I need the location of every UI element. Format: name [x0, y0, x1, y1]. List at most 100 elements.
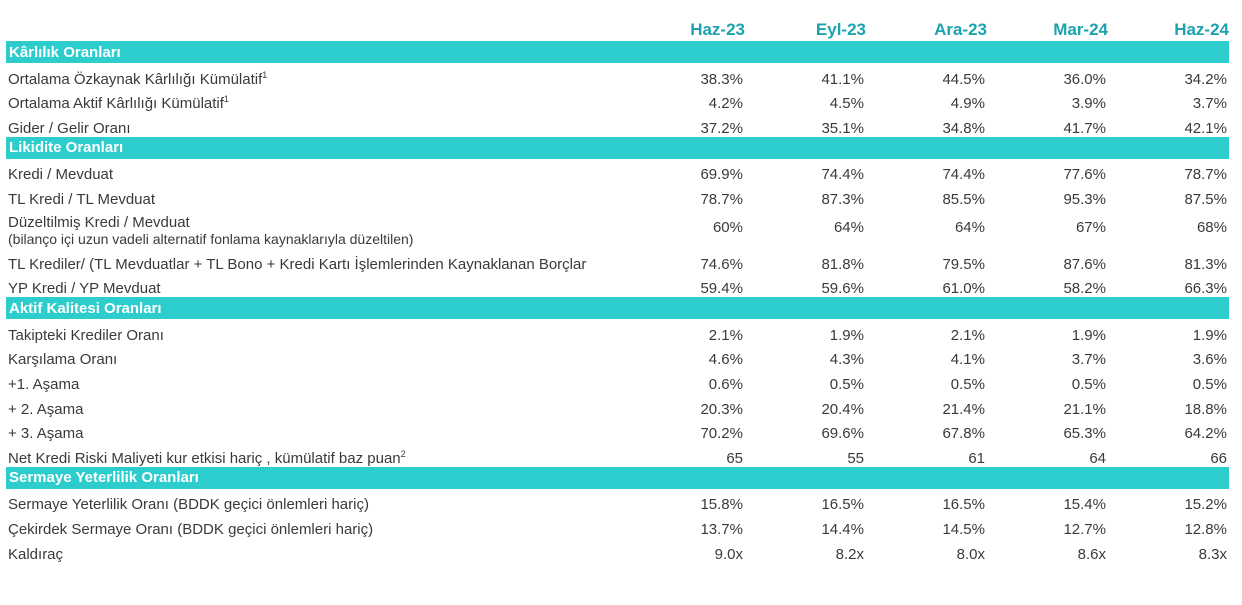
row-label-cell: Kaldıraç	[6, 538, 624, 563]
value-cell: 16.5%	[942, 496, 985, 514]
value-cell: 14.4%	[821, 520, 864, 538]
table-row: Karşılama Oranı 4.6% 4.3% 4.1% 3.7% 3.6%	[6, 344, 1229, 369]
value-cell: 59.6%	[821, 280, 864, 298]
footnote-marker: 1	[262, 69, 268, 80]
value-cell: 34.2%	[1184, 70, 1227, 88]
row-label: YP Kredi / YP Mevduat	[8, 280, 161, 298]
row-label-cell: Ortalama Aktif Kârlılığı Kümülatif1	[6, 88, 624, 113]
column-header: Haz-23	[690, 20, 745, 39]
table-row: + 3. Aşama 70.2% 69.6% 67.8% 65.3% 64.2%	[6, 418, 1229, 443]
section-header: Kârlılık Oranları	[6, 41, 1229, 63]
value-cell: 74.4%	[942, 166, 985, 184]
table-row: Net Kredi Riski Maliyeti kur etkisi hari…	[6, 442, 1229, 467]
row-label-cell: Sermaye Yeterlilik Oranı (BDDK geçici ön…	[6, 489, 624, 513]
value-cell: 41.7%	[1063, 119, 1106, 137]
value-cell: 69.9%	[700, 166, 743, 184]
value-cell: 66	[1210, 449, 1227, 467]
value-cell: 60%	[712, 219, 743, 237]
table-row: + 2. Aşama 20.3% 20.4% 21.4% 21.1% 18.8%	[6, 393, 1229, 418]
row-label: Kredi / Mevduat	[8, 166, 114, 184]
value-cell: 41.1%	[821, 70, 864, 88]
value-cell: 78.7%	[700, 190, 743, 208]
value-cell: 36.0%	[1063, 70, 1106, 88]
table-row: Kaldıraç 9.0x 8.2x 8.0x 8.6x 8.3x	[6, 538, 1229, 563]
value-cell: 74.4%	[821, 166, 864, 184]
table-row: Gider / Gelir Oranı 37.2% 35.1% 34.8% 41.7% 4…	[6, 112, 1229, 137]
row-label: Gider / Gelir Oranı	[8, 119, 131, 137]
value-cell: 4.3%	[829, 351, 864, 369]
value-cell: 3.6%	[1192, 351, 1227, 369]
column-header: Eyl-23	[815, 20, 866, 39]
row-label-cell: +1. Aşama	[6, 368, 624, 393]
header-label-cell	[6, 14, 624, 41]
value-cell: 85.5%	[942, 190, 985, 208]
value-cell: 1.9%	[1071, 326, 1106, 344]
value-cell: 79.5%	[942, 255, 985, 273]
value-cell: 37.2%	[700, 119, 743, 137]
table-row: Ortalama Aktif Kârlılığı Kümülatif1 4.2% 4…	[6, 88, 1229, 113]
table-row: +1. Aşama 0.6% 0.5% 0.5% 0.5% 0.5%	[6, 368, 1229, 393]
value-cell: 87.3%	[821, 190, 864, 208]
value-cell: 95.3%	[1063, 190, 1106, 208]
row-label-cell: Gider / Gelir Oranı	[6, 112, 624, 137]
value-cell: 1.9%	[829, 326, 864, 344]
value-cell: 1.9%	[1192, 326, 1227, 344]
value-cell: 15.4%	[1063, 496, 1106, 514]
financial-ratios-table: Haz-23 Eyl-23 Ara-23 Mar-24 Haz-24 Kârlı…	[6, 14, 1229, 563]
value-cell: 87.5%	[1184, 190, 1227, 208]
table-row: TL Kredi / TL Mevduat 78.7% 87.3% 85.5% 95.3…	[6, 183, 1229, 208]
row-label: Net Kredi Riski Maliyeti kur etkisi hari…	[8, 449, 401, 467]
section-header: Sermaye Yeterlilik Oranları	[6, 466, 1229, 489]
value-cell: 4.2%	[708, 95, 743, 113]
row-label-cell: Karşılama Oranı	[6, 344, 624, 368]
value-cell: 66.3%	[1184, 280, 1227, 298]
value-cell: 59.4%	[700, 280, 743, 298]
row-label-cell: Çekirdek Sermaye Oranı (BDDK geçici önle…	[6, 513, 624, 538]
value-cell: 2.1%	[950, 326, 985, 344]
row-label-cell: Net Kredi Riski Maliyeti kur etkisi hari…	[6, 442, 624, 467]
row-label: Takipteki Krediler Oranı	[8, 326, 164, 344]
row-label: +1. Aşama	[8, 375, 80, 393]
value-cell: 21.1%	[1063, 400, 1106, 418]
table-row: Çekirdek Sermaye Oranı (BDDK geçici önle…	[6, 513, 1229, 538]
value-cell: 77.6%	[1063, 166, 1106, 184]
row-label: Ortalama Aktif Kârlılığı Kümülatif	[8, 95, 224, 113]
value-cell: 9.0x	[714, 545, 743, 563]
value-cell: 12.7%	[1063, 520, 1106, 538]
value-cell: 18.8%	[1184, 400, 1227, 418]
value-cell: 34.8%	[942, 119, 985, 137]
value-cell: 65	[726, 449, 743, 467]
value-cell: 81.3%	[1184, 255, 1227, 273]
value-cell: 70.2%	[700, 425, 743, 443]
column-header: Haz-24	[1174, 20, 1229, 39]
row-label: TL Kredi / TL Mevduat	[8, 190, 156, 208]
value-cell: 15.8%	[700, 496, 743, 514]
value-cell: 68%	[1196, 219, 1227, 237]
value-cell: 55	[847, 449, 864, 467]
row-label: Düzeltilmiş Kredi / Mevduat	[8, 213, 190, 231]
value-cell: 64.2%	[1184, 425, 1227, 443]
value-cell: 61.0%	[942, 280, 985, 298]
row-label: Çekirdek Sermaye Oranı (BDDK geçici önle…	[8, 520, 374, 538]
table-row: Takipteki Krediler Oranı 2.1% 1.9% 2.1% 1.9%…	[6, 319, 1229, 344]
row-label-cell: + 3. Aşama	[6, 418, 624, 442]
value-cell: 15.2%	[1184, 496, 1227, 514]
value-cell: 42.1%	[1184, 119, 1227, 137]
value-cell: 64	[1089, 449, 1106, 467]
value-cell: 3.9%	[1071, 95, 1106, 113]
section-title: Sermaye Yeterlilik Oranları	[6, 466, 1229, 489]
value-cell: 78.7%	[1184, 166, 1227, 184]
table-row: YP Kredi / YP Mevduat 59.4% 59.6% 61.0% 58.2…	[6, 273, 1229, 298]
value-cell: 16.5%	[821, 496, 864, 514]
row-label: Ortalama Özkaynak Kârlılığı Kümülatif	[8, 70, 263, 88]
value-cell: 44.5%	[942, 70, 985, 88]
value-cell: 38.3%	[700, 70, 743, 88]
section-header: Likidite Oranları	[6, 136, 1229, 159]
row-label: TL Krediler/ (TL Mevduatlar + TL Bono + …	[8, 255, 587, 273]
value-cell: 0.6%	[708, 375, 743, 393]
footnote-marker: 1	[223, 94, 229, 105]
section-title: Aktif Kalitesi Oranları	[6, 297, 1229, 320]
value-cell: 8.3x	[1198, 545, 1227, 563]
row-sublabel: (bilanço içi uzun vadeli alternatif fonl…	[8, 230, 414, 247]
table-row: TL Krediler/ (TL Mevduatlar + TL Bono + …	[6, 248, 1229, 273]
